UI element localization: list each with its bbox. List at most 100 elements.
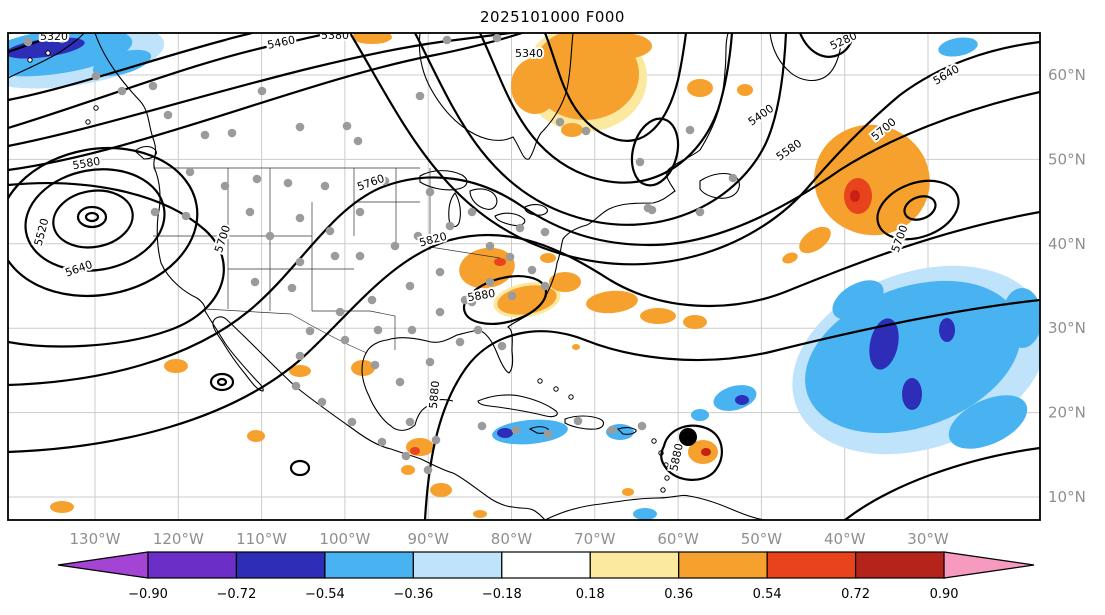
colorbar-segment bbox=[501, 551, 591, 579]
x-tick-label: 60°W bbox=[657, 530, 699, 548]
map-frame bbox=[7, 32, 1041, 521]
contour-label: 5460 bbox=[266, 33, 296, 52]
shaded-region-orange bbox=[50, 501, 74, 513]
station-dot bbox=[23, 37, 33, 47]
station-dot bbox=[163, 110, 173, 120]
station-dot bbox=[467, 297, 477, 307]
station-dot bbox=[405, 281, 415, 291]
colorbar-tick-labels: −0.90 −0.72 −0.54 −0.36 −0.18 0.18 0.36 0.54 0.7… bbox=[128, 587, 958, 602]
colorbar-segment bbox=[589, 551, 680, 579]
coastline bbox=[528, 426, 549, 434]
station-dot bbox=[405, 417, 415, 427]
shaded-region-navy bbox=[902, 378, 922, 410]
contour-label: 5320 bbox=[40, 30, 68, 43]
height-contour bbox=[843, 446, 1040, 520]
shaded-region-orange bbox=[683, 315, 707, 329]
station-dot bbox=[370, 360, 380, 370]
station-dot bbox=[442, 35, 452, 45]
shaded-region-light_blue bbox=[92, 49, 152, 77]
coastline bbox=[769, 33, 844, 82]
coastline bbox=[469, 188, 498, 210]
height-contour bbox=[348, 33, 1040, 266]
station-dot bbox=[635, 157, 645, 167]
colorbar-over-arrow bbox=[943, 551, 1035, 579]
colorbar-tick-label: −0.72 bbox=[217, 587, 257, 602]
station-dot bbox=[340, 335, 350, 345]
shaded-region-orange bbox=[459, 247, 515, 289]
station-dot bbox=[117, 86, 127, 96]
y-tick-label: 60°N bbox=[1048, 66, 1086, 84]
colorbar-tick-label: 0.54 bbox=[753, 587, 782, 602]
station-dot bbox=[435, 307, 445, 317]
shaded-region-orange_red bbox=[410, 447, 420, 455]
shaded-region-orange bbox=[540, 253, 556, 263]
closed-height-contour bbox=[52, 189, 134, 249]
station-dot bbox=[460, 295, 470, 305]
shaded-region-orange bbox=[782, 252, 798, 264]
station-dot bbox=[342, 121, 352, 131]
shaded-region-orange bbox=[687, 79, 713, 97]
x-tick-label: 80°W bbox=[491, 530, 533, 548]
island-dot bbox=[85, 119, 91, 125]
station-dot bbox=[527, 265, 537, 275]
closed-height-contour bbox=[8, 146, 199, 298]
shaded-region-orange bbox=[247, 430, 265, 442]
colorbar-segment bbox=[678, 551, 768, 579]
colorbar-tick-label: −0.54 bbox=[305, 587, 345, 602]
station-dot bbox=[335, 307, 345, 317]
coastline bbox=[134, 145, 157, 160]
height-contours bbox=[8, 33, 1040, 520]
colorbar-tick-label: −0.90 bbox=[128, 587, 168, 602]
height-contour bbox=[8, 90, 1040, 387]
island-dot bbox=[651, 438, 657, 444]
colorbar-tick-label: 0.36 bbox=[664, 587, 693, 602]
state-border bbox=[429, 246, 501, 259]
shaded-region-light_blue bbox=[691, 409, 709, 421]
contour-label: 5640 bbox=[63, 258, 94, 280]
colorbar-segment bbox=[854, 551, 945, 579]
station-dot bbox=[423, 465, 433, 475]
island-dot bbox=[537, 378, 543, 384]
chart-title: 2025101000 F000 bbox=[480, 8, 625, 26]
station-dot bbox=[581, 126, 591, 136]
station-dot bbox=[347, 417, 357, 427]
station-dot bbox=[355, 251, 365, 261]
station-dot bbox=[330, 251, 340, 261]
island-dot bbox=[553, 386, 559, 392]
shaded-region-orange bbox=[351, 360, 375, 376]
shaded-region-orange bbox=[401, 465, 415, 475]
closed-height-contour bbox=[289, 459, 311, 477]
coastline bbox=[524, 204, 548, 216]
colorbar-tick-label: 0.90 bbox=[930, 587, 959, 602]
height-contour bbox=[660, 424, 723, 481]
station-dot bbox=[435, 267, 445, 277]
colorbar bbox=[57, 551, 1035, 579]
small-islands bbox=[27, 50, 670, 493]
island-dot bbox=[664, 475, 670, 481]
shaded-region-light_blue bbox=[948, 395, 1028, 449]
station-dot bbox=[445, 221, 455, 231]
y-tick-label: 20°N bbox=[1048, 404, 1086, 422]
station-dot bbox=[355, 207, 365, 217]
station-dot bbox=[245, 207, 255, 217]
station-dot bbox=[181, 211, 191, 221]
colorbar-segment bbox=[766, 551, 857, 579]
station-dot bbox=[728, 173, 738, 183]
island-dot bbox=[660, 487, 666, 493]
closed-height-contour bbox=[84, 211, 100, 223]
station-dot bbox=[413, 231, 423, 241]
station-dot bbox=[295, 213, 305, 223]
closed-height-contour bbox=[76, 205, 108, 229]
colorbar-segment bbox=[147, 551, 238, 579]
shaded-region-orange bbox=[814, 124, 930, 236]
coastline bbox=[419, 170, 468, 191]
shaded-anomaly-regions bbox=[8, 33, 1040, 520]
height-contour bbox=[798, 33, 856, 58]
shaded-region-light_blue bbox=[633, 508, 657, 520]
station-dot bbox=[540, 227, 550, 237]
coastline bbox=[616, 427, 637, 435]
island-dot bbox=[93, 105, 99, 111]
state-borders bbox=[153, 167, 501, 354]
